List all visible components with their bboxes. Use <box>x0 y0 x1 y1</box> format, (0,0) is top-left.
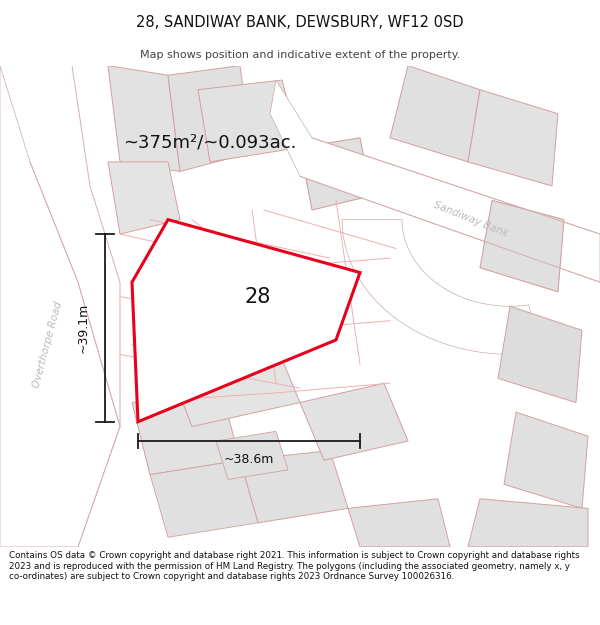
Polygon shape <box>390 66 480 162</box>
Polygon shape <box>348 499 450 547</box>
Text: ~39.1m: ~39.1m <box>77 302 90 353</box>
Polygon shape <box>150 460 258 538</box>
Polygon shape <box>270 80 600 282</box>
Polygon shape <box>504 412 588 508</box>
Text: ~38.6m: ~38.6m <box>224 453 274 466</box>
Polygon shape <box>468 89 558 186</box>
Text: Map shows position and indicative extent of the property.: Map shows position and indicative extent… <box>140 50 460 60</box>
Polygon shape <box>168 66 252 171</box>
Polygon shape <box>480 201 564 292</box>
Polygon shape <box>198 80 300 162</box>
Text: 28, SANDIWAY BANK, DEWSBURY, WF12 0SD: 28, SANDIWAY BANK, DEWSBURY, WF12 0SD <box>136 16 464 31</box>
Polygon shape <box>0 66 120 547</box>
Polygon shape <box>342 219 539 354</box>
Text: 28: 28 <box>245 287 271 307</box>
Text: ~375m²/~0.093ac.: ~375m²/~0.093ac. <box>124 134 296 152</box>
Polygon shape <box>132 219 360 422</box>
Text: Sandiway Bank: Sandiway Bank <box>432 200 509 239</box>
Polygon shape <box>168 345 300 426</box>
Polygon shape <box>108 66 180 171</box>
Polygon shape <box>468 499 588 547</box>
Polygon shape <box>498 306 582 402</box>
Polygon shape <box>108 162 180 234</box>
Polygon shape <box>300 383 408 460</box>
Text: Overthorpe Road: Overthorpe Road <box>32 301 64 389</box>
Polygon shape <box>240 451 348 522</box>
Text: Contains OS data © Crown copyright and database right 2021. This information is : Contains OS data © Crown copyright and d… <box>9 551 580 581</box>
Polygon shape <box>300 138 372 210</box>
Polygon shape <box>132 393 240 475</box>
Polygon shape <box>216 431 288 479</box>
